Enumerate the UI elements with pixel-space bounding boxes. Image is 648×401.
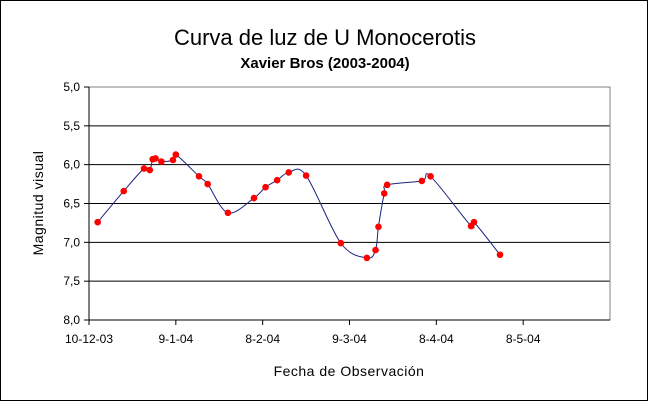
chart-title: Curva de luz de U Monocerotis — [174, 25, 476, 50]
data-point — [337, 239, 345, 247]
data-point — [224, 209, 232, 217]
data-point — [152, 155, 159, 162]
data-series — [94, 151, 504, 262]
chart-subtitle: Xavier Bros (2003-2004) — [240, 55, 409, 72]
y-axis-title: Magnitud visual — [30, 151, 46, 256]
x-tick-label: 8-5-04 — [506, 332, 541, 346]
data-point — [273, 176, 281, 184]
x-axis-title: Fecha de Observación — [274, 363, 425, 379]
data-point — [169, 156, 177, 164]
data-point — [383, 181, 391, 189]
data-point — [285, 169, 293, 176]
data-point — [427, 173, 434, 180]
data-point — [375, 223, 382, 231]
x-tick-label: 8-2-04 — [245, 332, 280, 346]
y-tick-label: 6,5 — [63, 197, 80, 211]
data-point — [146, 166, 154, 174]
y-tick-label: 8,0 — [63, 313, 80, 327]
x-tick-label: 9-1-04 — [158, 332, 193, 346]
data-point — [380, 190, 388, 197]
data-point — [172, 151, 180, 158]
x-tick-label: 9-3-04 — [332, 332, 367, 346]
data-point — [262, 183, 269, 191]
data-point — [195, 173, 203, 180]
data-point — [496, 251, 504, 259]
data-point — [372, 246, 379, 254]
y-tick-label: 5,5 — [63, 119, 80, 133]
data-point — [250, 194, 258, 202]
data-point — [470, 218, 478, 226]
data-point — [363, 254, 371, 262]
data-point — [140, 165, 148, 172]
y-tick-label: 7,0 — [63, 235, 80, 249]
data-point — [302, 172, 310, 179]
data-point — [120, 187, 128, 195]
data-point — [94, 218, 101, 226]
x-tick-label: 8-4-04 — [419, 332, 454, 346]
axes: 5,0 5,5 6,0 6,5 7,0 7,5 8,0 10-12-03 9-1-04 8-2-0… — [63, 80, 610, 346]
data-point — [158, 158, 165, 165]
data-point — [204, 180, 211, 188]
y-tick-label: 7,5 — [63, 274, 80, 288]
gridlines — [89, 125, 610, 282]
data-point — [418, 177, 426, 185]
y-tick-label: 6,0 — [63, 158, 80, 172]
x-tick-label: 10-12-03 — [65, 332, 113, 346]
y-tick-label: 5,0 — [63, 80, 80, 94]
